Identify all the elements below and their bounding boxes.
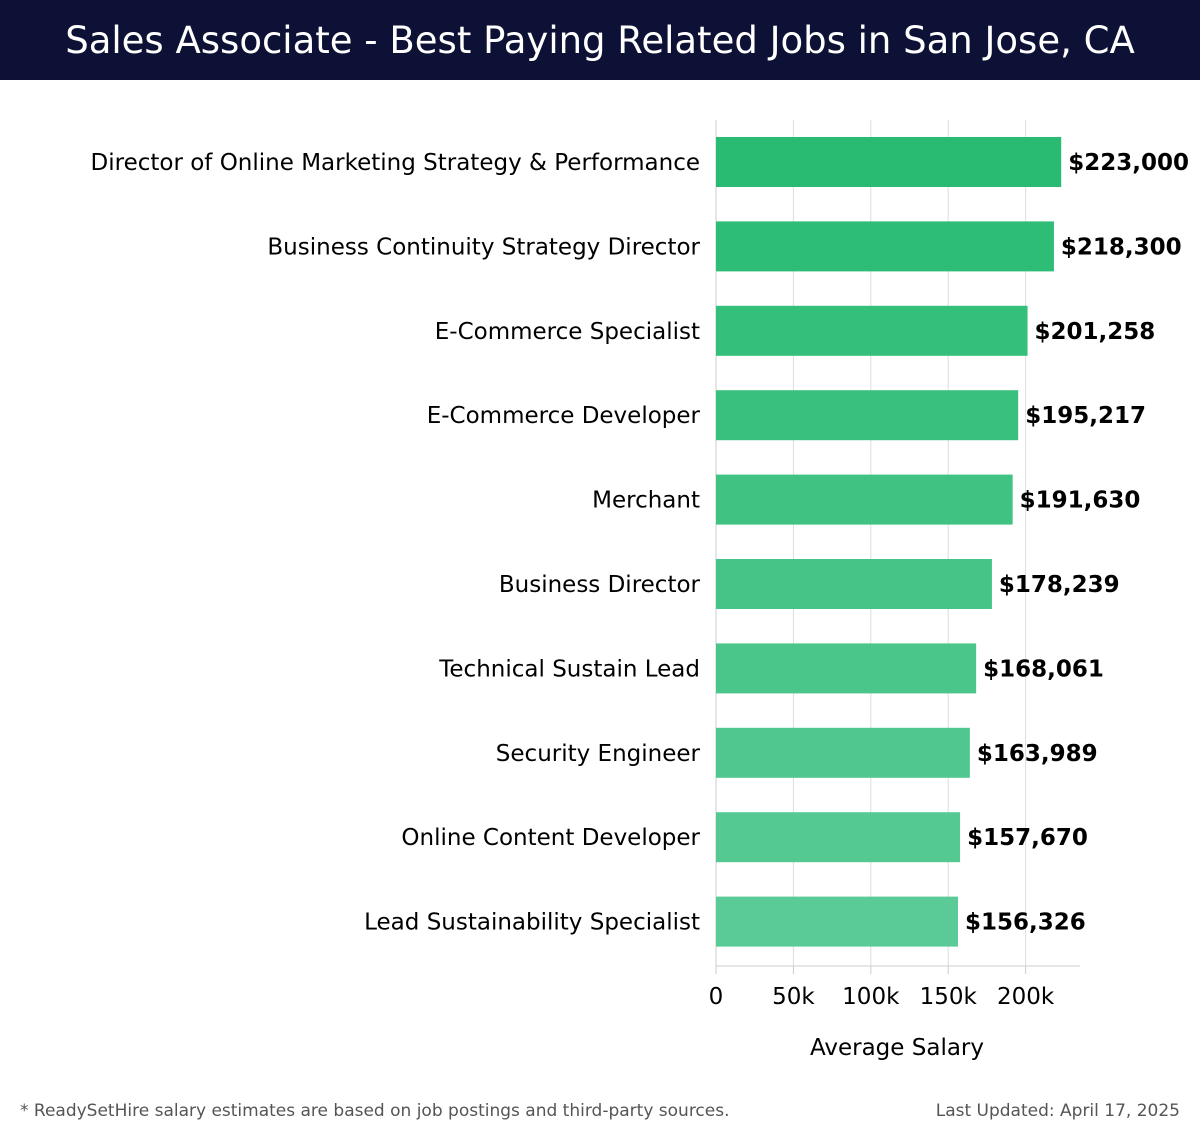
value-label: $163,989	[977, 741, 1098, 767]
chart-header: Sales Associate - Best Paying Related Jo…	[0, 0, 1200, 80]
category-label: Business Continuity Strategy Director	[267, 234, 700, 260]
value-label: $157,670	[967, 825, 1088, 851]
value-label: $191,630	[1020, 488, 1141, 514]
category-label: Merchant	[592, 488, 700, 514]
category-label: Lead Sustainability Specialist	[364, 910, 700, 936]
chart-title: Sales Associate - Best Paying Related Jo…	[65, 18, 1135, 62]
value-label: $178,239	[999, 572, 1120, 598]
bar[interactable]	[716, 221, 1054, 272]
value-label: $195,217	[1025, 403, 1146, 429]
x-tick-label: 150k	[920, 984, 978, 1010]
bar[interactable]	[716, 137, 1062, 187]
bars	[716, 137, 1062, 947]
bar[interactable]	[716, 727, 970, 778]
value-label: $218,300	[1061, 234, 1182, 260]
category-label: Director of Online Marketing Strategy & …	[91, 150, 700, 176]
value-label: $201,258	[1035, 319, 1156, 345]
category-label: Online Content Developer	[401, 825, 700, 851]
category-label: E-Commerce Specialist	[435, 319, 700, 345]
x-axis-label: Average Salary	[810, 1035, 984, 1061]
value-label: $156,326	[965, 910, 1086, 936]
category-labels: Director of Online Marketing Strategy & …	[91, 150, 701, 936]
x-tick-label: 0	[709, 984, 724, 1010]
bar[interactable]	[716, 559, 992, 609]
footnote: * ReadySetHire salary estimates are base…	[20, 1101, 730, 1121]
x-axis-ticks: 0 50k 100k 150k 200k	[709, 966, 1055, 1010]
bar[interactable]	[716, 474, 1013, 525]
value-label: $168,061	[983, 656, 1104, 682]
last-updated: Last Updated: April 17, 2025	[935, 1101, 1180, 1121]
category-label: E-Commerce Developer	[427, 403, 701, 429]
bar[interactable]	[716, 305, 1028, 356]
bar-chart: Director of Online Marketing Strategy & …	[91, 120, 1189, 1061]
value-labels: $223,000 $218,300 $201,258 $195,217 $191,630…	[965, 150, 1189, 936]
bar[interactable]	[716, 812, 961, 863]
category-label: Security Engineer	[496, 741, 701, 767]
x-tick-label: 100k	[842, 984, 900, 1010]
category-label: Technical Sustain Lead	[438, 656, 700, 682]
bar[interactable]	[716, 643, 977, 694]
x-tick-label: 50k	[772, 984, 815, 1010]
category-label: Business Director	[499, 572, 701, 598]
value-label: $223,000	[1068, 150, 1189, 176]
bar[interactable]	[716, 390, 1019, 441]
bar[interactable]	[716, 896, 958, 947]
x-tick-label: 200k	[997, 984, 1055, 1010]
